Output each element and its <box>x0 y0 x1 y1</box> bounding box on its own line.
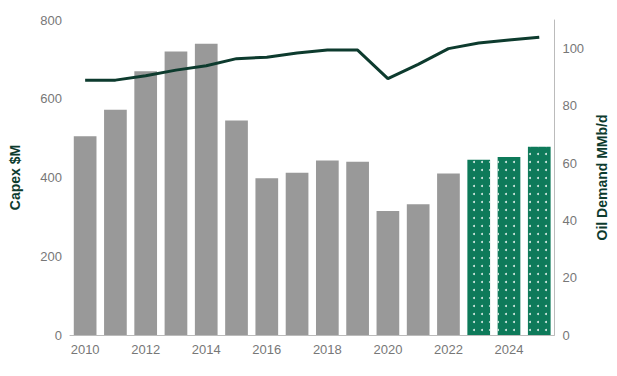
svg-text:20: 20 <box>562 270 576 285</box>
svg-text:Capex $M: Capex $M <box>7 145 23 210</box>
svg-text:400: 400 <box>40 170 62 185</box>
svg-text:80: 80 <box>562 98 576 113</box>
svg-text:60: 60 <box>562 156 576 171</box>
svg-text:0: 0 <box>55 328 62 343</box>
svg-text:2010: 2010 <box>71 342 100 357</box>
svg-text:2022: 2022 <box>434 342 463 357</box>
svg-text:2012: 2012 <box>131 342 160 357</box>
svg-text:2020: 2020 <box>373 342 402 357</box>
svg-text:800: 800 <box>40 13 62 28</box>
svg-text:2014: 2014 <box>192 342 221 357</box>
svg-text:2018: 2018 <box>313 342 342 357</box>
svg-text:0: 0 <box>562 328 569 343</box>
svg-text:600: 600 <box>40 91 62 106</box>
svg-text:Oil Demand MMb/d: Oil Demand MMb/d <box>594 115 610 241</box>
svg-text:100: 100 <box>562 41 584 56</box>
svg-text:2016: 2016 <box>252 342 281 357</box>
svg-text:40: 40 <box>562 213 576 228</box>
svg-text:2024: 2024 <box>495 342 524 357</box>
svg-text:200: 200 <box>40 249 62 264</box>
